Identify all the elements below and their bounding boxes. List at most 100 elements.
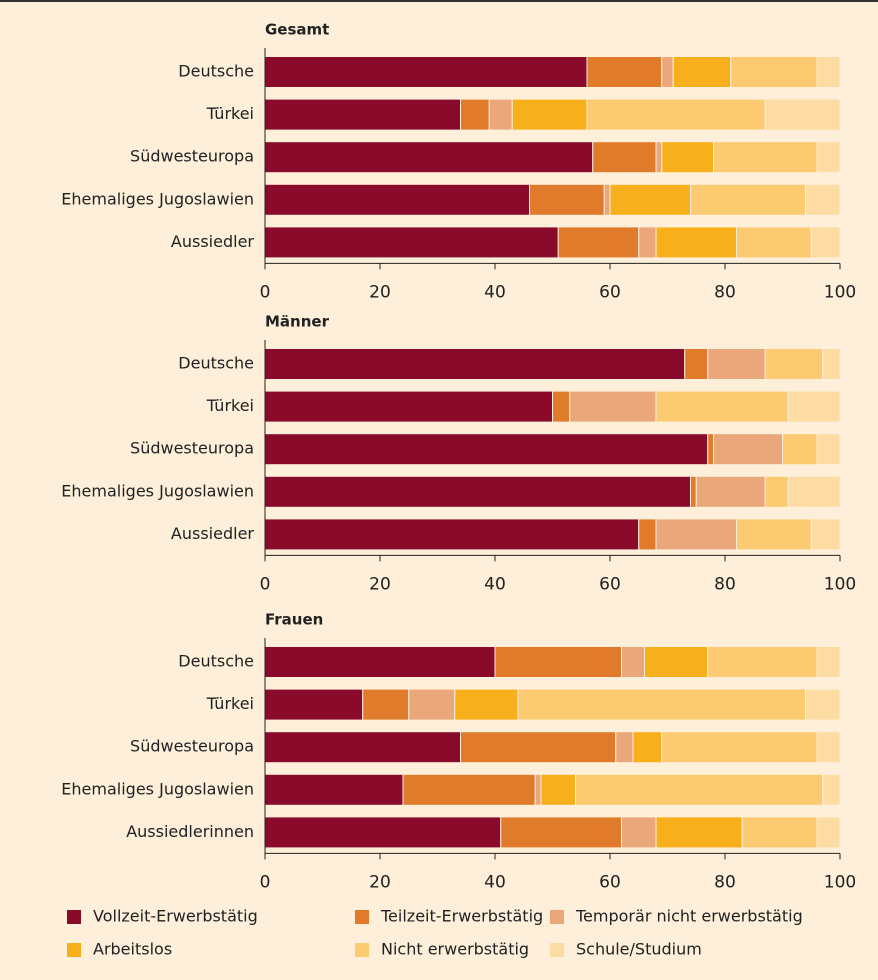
x-tick-label: 60 — [599, 872, 621, 892]
y-tick-label: Aussiedler — [171, 232, 254, 251]
panel-title: Frauen — [265, 611, 323, 629]
x-tick-label: 20 — [369, 282, 391, 302]
bar-segment — [638, 226, 657, 259]
bar-segment — [609, 183, 691, 216]
bar-segment — [816, 646, 841, 678]
bar-segment — [684, 348, 709, 380]
x-tick-label: 0 — [260, 872, 271, 892]
bar-segment — [810, 226, 841, 259]
bar-segment — [557, 226, 640, 259]
bar-segment — [264, 56, 588, 88]
bar-segment — [264, 141, 594, 174]
bar-segment — [644, 646, 709, 678]
bar-segment — [529, 183, 605, 216]
bar-segment — [822, 773, 841, 806]
legend-label: Arbeitslos — [93, 940, 172, 959]
bar-segment — [621, 646, 645, 678]
bar-segment — [500, 816, 622, 849]
y-tick-label: Deutsche — [178, 62, 254, 81]
bar-segment — [782, 433, 818, 466]
bar-segment — [575, 773, 824, 806]
bar-segment — [552, 390, 571, 423]
bar-segment — [264, 433, 709, 466]
legend-label: Nicht erwerbstätig — [381, 940, 529, 959]
x-tick-label: 0 — [260, 574, 271, 594]
bar-segment — [264, 348, 686, 380]
y-tick-label: Aussiedler — [171, 524, 254, 543]
legend-label: Schule/Studium — [576, 940, 702, 959]
bar-segment — [408, 688, 456, 721]
bar-segment — [690, 475, 697, 508]
bar-segment — [810, 518, 841, 551]
panel-title: Männer — [265, 313, 330, 331]
bar-segment — [264, 688, 364, 721]
bar-segment — [460, 731, 617, 764]
bar-segment — [736, 518, 812, 551]
bar-segment — [764, 98, 841, 131]
bar-segment — [741, 816, 818, 849]
bar-segment — [264, 816, 502, 849]
bar-segment — [707, 433, 714, 466]
y-tick-label: Ehemaliges Jugoslawien — [61, 481, 254, 500]
bar-segment — [511, 98, 588, 131]
bar-segment — [730, 56, 818, 88]
x-tick-label: 20 — [369, 574, 391, 594]
bar-segment — [586, 56, 663, 88]
bar-segment — [736, 226, 812, 259]
bar-segment — [454, 688, 519, 721]
y-tick-label: Südwesteuropa — [130, 439, 254, 458]
bar-segment — [764, 348, 824, 380]
bar-segment — [816, 141, 841, 174]
y-tick-label: Südwesteuropa — [130, 737, 254, 756]
x-tick-label: 60 — [599, 574, 621, 594]
y-tick-label: Türkei — [206, 694, 254, 713]
bar-segment — [655, 390, 789, 423]
bar-segment — [822, 348, 841, 380]
bar-segment — [540, 773, 576, 806]
bar-segment — [592, 141, 657, 174]
bar-segment — [805, 183, 841, 216]
bar-segment — [655, 226, 737, 259]
legend-swatch — [550, 910, 564, 924]
y-tick-label: Deutsche — [178, 354, 254, 373]
bar-segment — [402, 773, 536, 806]
bar-segment — [586, 98, 766, 131]
bar-segment — [264, 518, 640, 551]
bar-segment — [569, 390, 657, 423]
bar-segment — [460, 98, 490, 131]
x-tick-label: 40 — [484, 872, 506, 892]
legend-label: Teilzeit-Erwerbstätig — [380, 907, 543, 926]
bar-segment — [672, 56, 732, 88]
bar-segment — [264, 475, 691, 508]
y-tick-label: Ehemaliges Jugoslawien — [61, 189, 254, 208]
bar-segment — [713, 141, 818, 174]
y-tick-label: Ehemaliges Jugoslawien — [61, 779, 254, 798]
bar-segment — [362, 688, 410, 721]
bar-segment — [632, 731, 663, 764]
bar-segment — [603, 183, 611, 216]
x-tick-label: 100 — [824, 872, 856, 892]
bar-segment — [690, 183, 806, 216]
y-tick-label: Deutsche — [178, 652, 254, 671]
bar-segment — [264, 390, 553, 423]
bar-segment — [695, 475, 766, 508]
bar-segment — [621, 816, 657, 849]
bar-segment — [264, 773, 404, 806]
x-tick-label: 40 — [484, 282, 506, 302]
bar-segment — [661, 141, 714, 174]
bar-segment — [534, 773, 542, 806]
bar-segment — [661, 56, 674, 88]
legend-swatch — [67, 910, 81, 924]
panel-title: Gesamt — [265, 21, 329, 39]
bar-segment — [264, 226, 559, 259]
bar-segment — [638, 518, 657, 551]
legend-swatch — [67, 943, 81, 957]
legend-label: Temporär nicht erwerbstätig — [575, 907, 803, 926]
bar-segment — [661, 731, 818, 764]
x-tick-label: 20 — [369, 872, 391, 892]
bar-segment — [615, 731, 634, 764]
x-tick-label: 80 — [714, 282, 736, 302]
bar-segment — [264, 646, 496, 678]
legend-swatch — [550, 943, 564, 957]
